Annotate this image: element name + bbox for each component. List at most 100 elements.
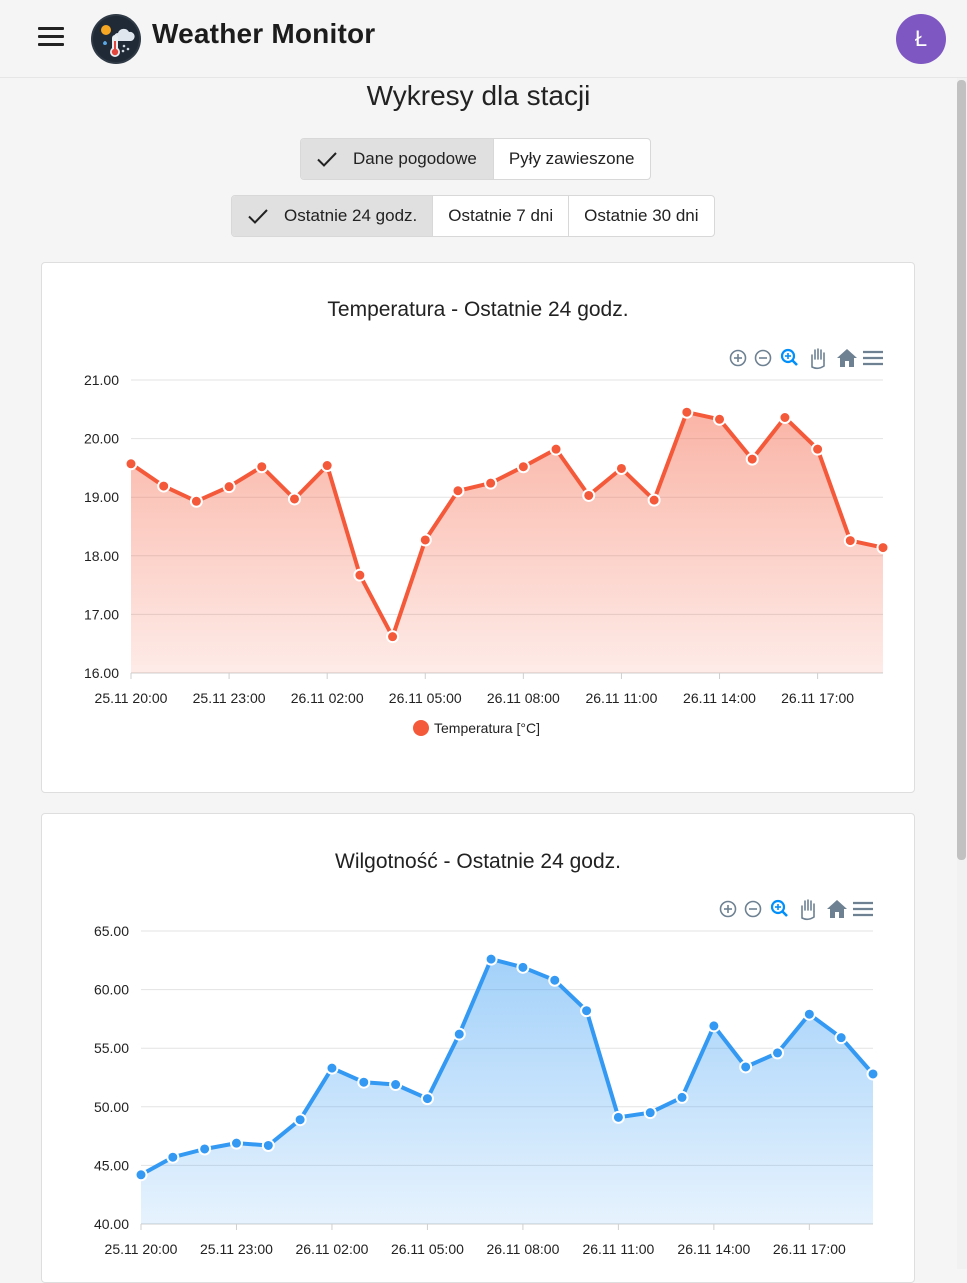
zoom-in-icon[interactable] — [719, 900, 737, 918]
legend[interactable]: Temperatura [°C] — [413, 720, 540, 736]
toggle-last-7d-label: Ostatnie 7 dni — [448, 206, 554, 225]
data-point[interactable] — [771, 1046, 785, 1060]
pan-hand-icon[interactable] — [811, 348, 825, 370]
data-point[interactable] — [811, 442, 825, 456]
toggle-last-24h[interactable]: Ostatnie 24 godz. — [232, 196, 434, 236]
data-point[interactable] — [353, 568, 367, 582]
humidity-chart-title: Wilgotność - Ostatnie 24 godz. — [335, 850, 621, 873]
reset-home-icon[interactable] — [827, 900, 847, 918]
data-point[interactable] — [293, 1113, 307, 1127]
zoom-selection-icon[interactable] — [770, 899, 788, 917]
data-point[interactable] — [866, 1067, 880, 1081]
series-area — [141, 959, 873, 1224]
data-point[interactable] — [675, 1090, 689, 1104]
data-point[interactable] — [643, 1106, 657, 1120]
pan-hand-icon[interactable] — [801, 899, 815, 921]
data-point[interactable] — [484, 952, 498, 966]
data-point[interactable] — [516, 960, 530, 974]
data-point[interactable] — [739, 1060, 753, 1074]
y-tick-label: 60.00 — [94, 982, 129, 998]
data-point[interactable] — [229, 1136, 243, 1150]
zoom-in-icon[interactable] — [729, 349, 747, 367]
data-point[interactable] — [713, 412, 727, 426]
toggle-weather-data-label: Dane pogodowe — [353, 149, 477, 168]
legend-marker — [413, 720, 429, 736]
temperature-chart-card: Temperatura - Ostatnie 24 godz. 16.00 17.… — [41, 262, 915, 793]
menu-icon[interactable] — [863, 350, 883, 366]
data-point[interactable] — [452, 1027, 466, 1041]
data-point[interactable] — [802, 1007, 816, 1021]
data-point[interactable] — [549, 442, 563, 456]
x-tick-label: 26.11 08:00 — [487, 690, 560, 706]
data-point[interactable] — [189, 494, 203, 508]
data-point[interactable] — [516, 460, 530, 474]
x-tick-label: 26.11 05:00 — [391, 1241, 464, 1257]
y-tick-label: 55.00 — [94, 1040, 129, 1056]
data-point[interactable] — [134, 1168, 148, 1182]
data-point[interactable] — [261, 1138, 275, 1152]
data-point[interactable] — [287, 492, 301, 506]
data-point[interactable] — [166, 1150, 180, 1164]
data-point[interactable] — [418, 533, 432, 547]
data-point[interactable] — [611, 1110, 625, 1124]
x-tick-label: 26.11 14:00 — [677, 1241, 750, 1257]
humidity-chart-card: Wilgotność - Ostatnie 24 godz. 40.00 45.0… — [41, 813, 915, 1283]
data-point[interactable] — [255, 460, 269, 474]
data-point[interactable] — [548, 973, 562, 987]
menu-icon[interactable] — [853, 901, 873, 917]
series-area — [131, 412, 883, 673]
data-point[interactable] — [876, 541, 890, 555]
data-point[interactable] — [320, 459, 334, 473]
data-point[interactable] — [389, 1078, 403, 1092]
toggle-weather-data[interactable]: Dane pogodowe — [301, 139, 494, 179]
data-point[interactable] — [843, 534, 857, 548]
data-point[interactable] — [778, 411, 792, 425]
check-icon — [317, 152, 337, 167]
check-icon — [248, 209, 268, 224]
data-point[interactable] — [198, 1142, 212, 1156]
x-tick-label: 25.11 23:00 — [200, 1241, 273, 1257]
data-point[interactable] — [124, 457, 138, 471]
time-range-toggle-group: Ostatnie 24 godz. Ostatnie 7 dni Ostatni… — [231, 195, 715, 237]
data-type-toggle-group: Dane pogodowe Pyły zawieszone — [300, 138, 651, 180]
legend-label: Temperatura [°C] — [434, 720, 540, 736]
data-point[interactable] — [580, 1004, 594, 1018]
data-point[interactable] — [745, 452, 759, 466]
scrollbar-thumb[interactable] — [957, 80, 966, 860]
app-title: Weather Monitor — [152, 18, 376, 49]
toggle-last-7d[interactable]: Ostatnie 7 dni — [433, 196, 570, 236]
data-point[interactable] — [707, 1019, 721, 1033]
temperature-chart: 16.00 17.00 18.00 19.00 20.00 21.00 25.11 20:0… — [84, 348, 890, 736]
toggle-particulate-matter[interactable]: Pyły zawieszone — [494, 139, 650, 179]
temperature-chart-title: Temperatura - Ostatnie 24 godz. — [327, 298, 629, 321]
zoom-out-icon[interactable] — [744, 900, 762, 918]
data-point[interactable] — [680, 405, 694, 419]
data-point[interactable] — [325, 1061, 339, 1075]
zoom-selection-icon[interactable] — [780, 348, 798, 366]
data-point[interactable] — [614, 461, 628, 475]
data-point[interactable] — [451, 484, 465, 498]
data-point[interactable] — [834, 1031, 848, 1045]
page-heading: Wykresy dla stacji — [366, 80, 591, 111]
weather-logo-icon — [91, 14, 141, 64]
x-tick-label: 25.11 20:00 — [105, 1241, 178, 1257]
reset-home-icon[interactable] — [837, 349, 857, 367]
data-point[interactable] — [484, 476, 498, 490]
zoom-out-icon[interactable] — [754, 349, 772, 367]
y-tick-label: 16.00 — [84, 665, 119, 681]
user-avatar[interactable]: Ł — [896, 14, 946, 64]
data-point[interactable] — [157, 479, 171, 493]
x-tick-label: 26.11 11:00 — [582, 1241, 654, 1257]
hamburger-menu-icon[interactable] — [38, 27, 64, 49]
data-point[interactable] — [386, 630, 400, 644]
data-point[interactable] — [647, 493, 661, 507]
data-point[interactable] — [222, 480, 236, 494]
y-tick-label: 20.00 — [84, 431, 119, 447]
data-point[interactable] — [582, 488, 596, 502]
data-point[interactable] — [420, 1092, 434, 1106]
x-tick-label: 26.11 08:00 — [486, 1241, 559, 1257]
x-tick-label: 26.11 02:00 — [291, 690, 364, 706]
app-bar: Weather Monitor Ł — [0, 0, 967, 78]
toggle-last-30d[interactable]: Ostatnie 30 dni — [569, 196, 713, 236]
data-point[interactable] — [357, 1075, 371, 1089]
